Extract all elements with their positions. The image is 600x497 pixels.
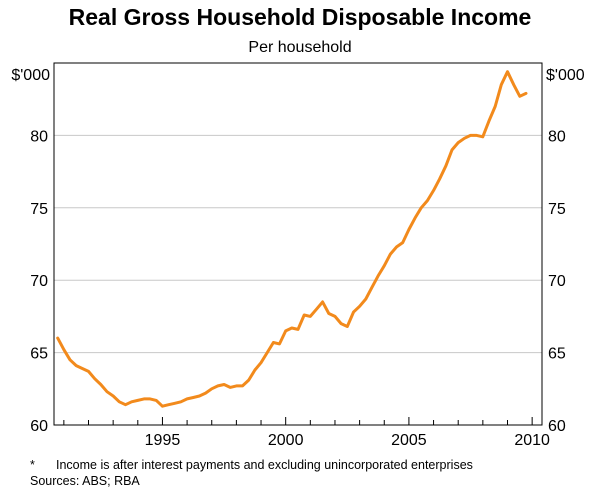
y-tick-right-80: 80: [548, 128, 566, 145]
y-tick-left-70: 70: [30, 273, 48, 290]
footnote-text: Income is after interest payments and ex…: [56, 458, 473, 472]
x-tick-label-2000: 2000: [268, 432, 304, 449]
x-axis-ticks: 1995 2000 2005 2010: [63, 417, 550, 449]
y-axis-left-unit: $'000: [11, 67, 50, 84]
y-tick-right-70: 70: [548, 273, 566, 290]
sources-note: Sources: ABS; RBA: [30, 474, 140, 488]
y-tick-right-60: 60: [548, 418, 566, 435]
gridlines: [54, 134, 542, 354]
y-tick-left-65: 65: [30, 346, 48, 363]
y-tick-right-75: 75: [548, 201, 566, 218]
series-line-income: [56, 70, 528, 408]
y-tick-left-75: 75: [30, 201, 48, 218]
x-tick-label-2005: 2005: [391, 432, 427, 449]
line-chart: 1995 2000 2005 2010 60 65 70 75 80 60 65 70 75 80 $…: [11, 62, 585, 449]
y-axis-right-ticks: 60 65 70 75 80: [548, 128, 566, 435]
x-tick-label-2010: 2010: [514, 432, 550, 449]
x-tick-label-1995: 1995: [145, 432, 181, 449]
y-tick-right-65: 65: [548, 346, 566, 363]
plot-frame: [53, 62, 543, 426]
chart-subtitle: Per household: [248, 39, 352, 56]
y-axis-right-unit: $'000: [546, 67, 585, 84]
footnote-marker: *: [30, 458, 35, 472]
y-tick-left-80: 80: [30, 128, 48, 145]
chart-title: Real Gross Household Disposable Income: [68, 4, 532, 30]
y-tick-left-60: 60: [30, 418, 48, 435]
footnote: * Income is after interest payments and e…: [30, 458, 473, 472]
y-axis-left-ticks: 60 65 70 75 80: [30, 128, 48, 435]
